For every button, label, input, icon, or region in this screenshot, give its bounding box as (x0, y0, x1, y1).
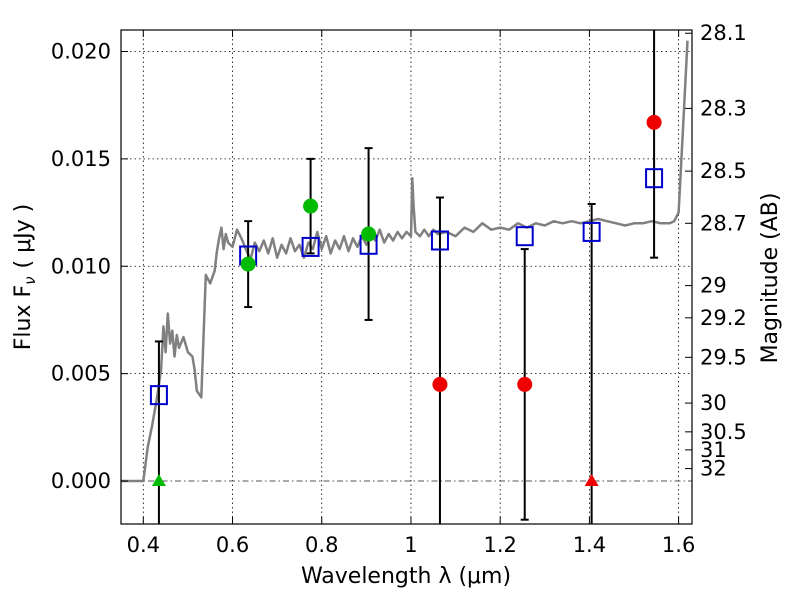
right-tick-label: 28.7 (700, 211, 747, 235)
x-tick-label: 1 (404, 533, 417, 557)
x-axis: 0.4 0.6 0.8 1 1.2 1.4 1.6 (127, 30, 695, 557)
plot-area (121, 30, 692, 524)
right-tick-label: 29.5 (700, 345, 747, 369)
observed-upper-limit-triangle (151, 474, 166, 487)
observed-upper-limit-triangle (584, 474, 599, 487)
model-photometry-square (149, 385, 168, 406)
right-tick-label: 28.1 (700, 21, 747, 45)
x-tick-label: 1.2 (483, 533, 516, 557)
plot-frame (120, 29, 693, 525)
right-tick-label: 31 (700, 438, 727, 462)
observed-photometry-points (151, 114, 662, 487)
model-photometry-square (301, 236, 320, 257)
observed-flux-point (432, 376, 448, 392)
y-axis-label-main: Flux F (11, 285, 36, 350)
y-axis-label: Flux Fν ( μJy ) (11, 204, 39, 350)
x-tick-label: 0.4 (127, 533, 160, 557)
observed-flux-point (361, 226, 377, 242)
observed-flux-point (240, 256, 256, 272)
right-tick-label: 29.2 (700, 306, 747, 330)
model-photometry-points (149, 168, 664, 406)
y-axis-label-units: ( μJy ) (11, 204, 36, 269)
y-tick-label: 0.005 (51, 362, 111, 386)
y-tick-label: 0.015 (51, 147, 111, 171)
model-photometry-square (515, 226, 534, 247)
right-axis-label: Magnitude (AB) (758, 193, 783, 364)
observed-flux-point (303, 198, 319, 214)
right-tick-label: 32 (700, 457, 727, 481)
right-tick-label: 29 (700, 274, 727, 298)
observed-flux-point (646, 114, 662, 130)
y-axis-left: 0.000 0.005 0.010 0.015 0.020 (51, 39, 128, 493)
model-spectrum-line (121, 40, 689, 483)
x-tick-label: 1.6 (662, 533, 695, 557)
model-photometry-square (582, 221, 601, 242)
y-axis-label-subscript: ν (21, 276, 39, 284)
y-tick-label: 0.010 (51, 254, 111, 278)
x-tick-label: 0.6 (216, 533, 249, 557)
x-axis-label: Wavelength λ (μm) (301, 564, 511, 589)
x-tick-label: 1.4 (573, 533, 606, 557)
right-tick-label: 28.3 (700, 96, 747, 120)
right-tick-label: 30.5 (700, 420, 747, 444)
right-tick-label: 28.5 (700, 159, 747, 183)
y-tick-label: 0.020 (51, 39, 111, 63)
x-tick-label: 0.8 (305, 533, 338, 557)
model-photometry-square (430, 230, 449, 251)
y-tick-label: 0.000 (51, 469, 111, 493)
model-photometry-square (645, 168, 664, 189)
right-tick-label: 30 (700, 391, 727, 415)
observed-flux-point (517, 376, 533, 392)
